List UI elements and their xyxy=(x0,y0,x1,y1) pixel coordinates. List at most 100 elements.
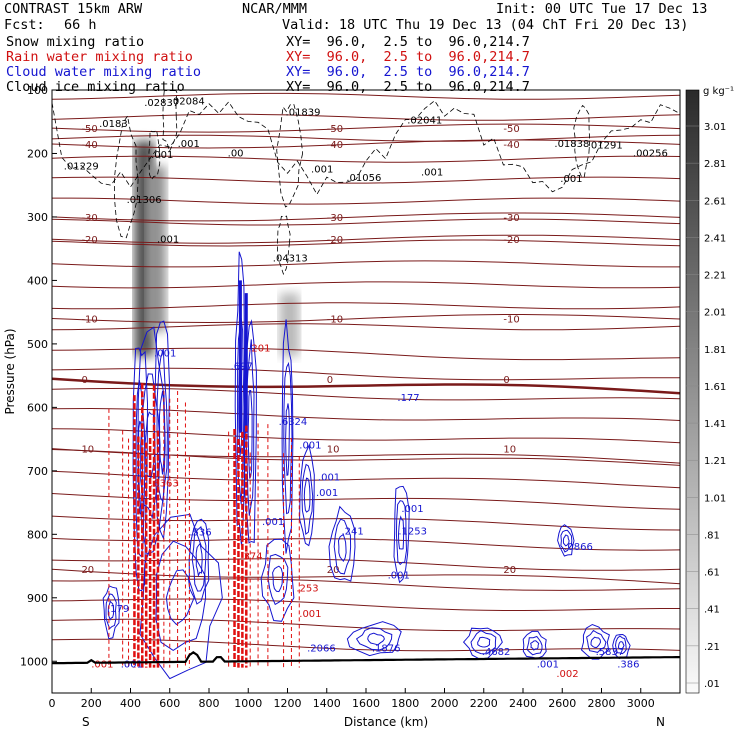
point-label: .001 xyxy=(311,165,333,176)
cloud-water-contour xyxy=(580,623,610,660)
isotherm-label: 0 xyxy=(503,375,509,386)
point-label: .001 xyxy=(262,517,284,528)
point-label: .697 xyxy=(231,361,253,372)
isotherm-label: 20 xyxy=(327,565,340,576)
point-label: .374 xyxy=(240,552,262,563)
cloud-water-contour xyxy=(337,534,347,562)
cloud-water-contour xyxy=(153,320,170,541)
point-label: .001 xyxy=(316,488,338,499)
x-tick-label: 1400 xyxy=(313,697,341,710)
cloud-water-contour xyxy=(299,444,315,547)
cloud-water-contour xyxy=(530,640,540,651)
isotherm-label: -30 xyxy=(327,213,343,224)
isotherm-line xyxy=(52,537,680,551)
cloud-water-contour xyxy=(557,524,575,557)
cloud-water-contour xyxy=(188,518,210,605)
isotherm-label: -10 xyxy=(503,315,519,326)
field-snow-xy: XY= 96.0, 2.5 to 96.0,214.7 xyxy=(286,34,530,50)
x-tick-label: 1800 xyxy=(391,697,419,710)
isotherm-line xyxy=(52,407,680,421)
y-tick-label: 600 xyxy=(27,401,48,414)
isotherm-line xyxy=(52,197,680,205)
y-axis-label: Pressure (hPa) xyxy=(3,328,17,414)
axes: 0 200 400 600 800 1000 1200 1400 1600 1800 2000 220… xyxy=(3,84,665,729)
x-tick-label: 2600 xyxy=(548,697,576,710)
isotherm-label: -20 xyxy=(81,235,97,246)
point-label: .177 xyxy=(397,393,419,404)
cloud-water-contour xyxy=(139,513,223,680)
point-label: .1253 xyxy=(398,526,427,537)
cloud-water-contour xyxy=(560,529,573,553)
isotherm-label: -50 xyxy=(503,124,519,135)
point-label: .04313 xyxy=(273,253,308,264)
x-tick-label: 0 xyxy=(49,697,56,710)
point-label: .00 xyxy=(228,149,244,160)
field-cloudice-xy: XY= 96.0, 2.5 to 96.0,214.7 xyxy=(286,79,530,95)
isotherm-label: 10 xyxy=(81,445,94,456)
x-tick-label: 400 xyxy=(120,697,141,710)
forecast-label: Fcst: xyxy=(4,17,45,33)
colorbar-label: 2.01 xyxy=(704,308,726,319)
north-label: N xyxy=(656,715,665,729)
cloud-water-contour xyxy=(285,403,290,477)
y-tick-label: 400 xyxy=(27,274,48,287)
isotherm-labeled xyxy=(52,212,680,222)
point-label: .201 xyxy=(248,344,270,355)
x-tick-label: 1000 xyxy=(234,697,262,710)
cloud-water-contour xyxy=(395,500,408,566)
point-label: .02041 xyxy=(407,116,442,127)
point-labels: .0183 .02837.02084 .01839 .02041 .01838.0129… xyxy=(64,97,668,681)
isotherm-label: 20 xyxy=(81,565,94,576)
colorbar-label: 1.01 xyxy=(704,493,726,504)
y-tick-label: 500 xyxy=(27,338,48,351)
point-label: .1876 xyxy=(372,644,401,655)
isotherm-label: -10 xyxy=(327,315,343,326)
x-tick-label: 2000 xyxy=(431,697,459,710)
ice-contour xyxy=(276,215,291,276)
cloud-water-contour xyxy=(333,518,352,575)
point-label: .001 xyxy=(178,139,200,150)
cloud-water-contour xyxy=(191,526,207,592)
y-tick-label: 200 xyxy=(27,147,48,160)
isotherm-line xyxy=(52,302,680,310)
field-cloudice-name: Cloud ice mixing ratio xyxy=(6,79,185,95)
isotherm-labeled xyxy=(52,377,680,395)
colorbar-label: .21 xyxy=(704,642,720,653)
cloud-water-contour xyxy=(165,569,195,626)
cloud-water-contour xyxy=(281,319,294,554)
cloud-water-contour xyxy=(397,515,405,550)
colorbar-label: .61 xyxy=(704,568,720,579)
point-label: .6324 xyxy=(279,417,308,428)
point-label: .0183 xyxy=(99,119,128,130)
isotherm-line xyxy=(52,239,680,247)
isotherm-line xyxy=(52,218,680,226)
colorbar-label: 2.81 xyxy=(704,159,726,170)
point-label: .001 xyxy=(299,441,321,452)
forecast-hour: 66 h xyxy=(64,17,97,33)
colorbar-label: 2.41 xyxy=(704,233,726,244)
x-tick-label: 200 xyxy=(81,697,102,710)
field-cloudwater-xy: XY= 96.0, 2.5 to 96.0,214.7 xyxy=(286,64,530,80)
snow-column xyxy=(146,166,167,332)
isotherm-label: 0 xyxy=(327,375,333,386)
point-label: .001 xyxy=(151,150,173,161)
y-tick-label: 700 xyxy=(27,465,48,478)
colorbar-label: 3.01 xyxy=(704,122,726,133)
cloud-water-contour xyxy=(260,538,295,622)
x-tick-label: 2200 xyxy=(470,697,498,710)
point-label: .01291 xyxy=(588,140,623,151)
point-label: .001 xyxy=(388,571,410,582)
cloud-water-contour xyxy=(614,635,627,655)
y-tick-label: 100 xyxy=(27,84,48,97)
cloud-water-contour xyxy=(586,629,607,653)
ice-contour xyxy=(52,100,680,196)
point-label: .01306 xyxy=(127,195,162,206)
isotherm-label: -40 xyxy=(327,140,343,151)
ice-contour xyxy=(148,129,161,181)
colorbar-label: 1.41 xyxy=(704,419,726,430)
isotherm-label: -20 xyxy=(503,235,519,246)
x-tick-label: 3000 xyxy=(627,697,655,710)
cloud-water-contour xyxy=(477,636,491,648)
colorbar-label: 1.61 xyxy=(704,382,726,393)
